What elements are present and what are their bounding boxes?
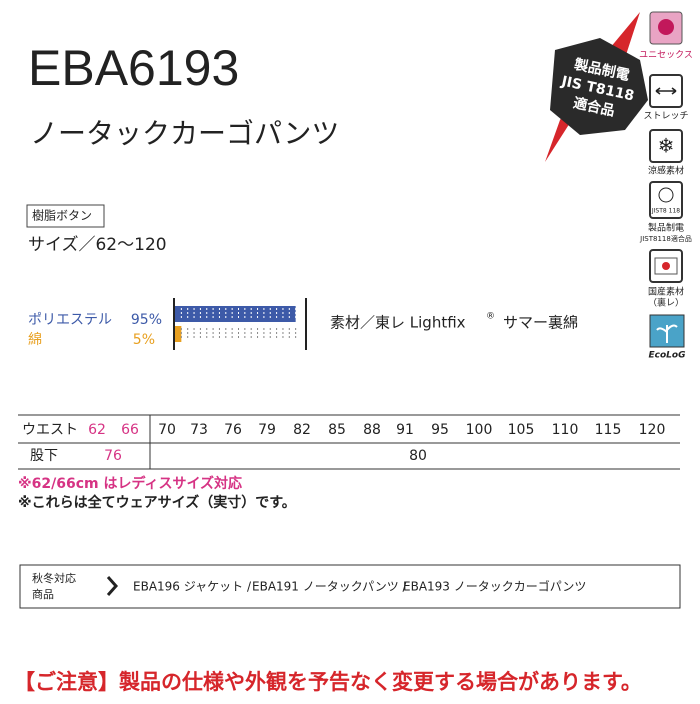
tag: 樹脂ボタン (32, 208, 92, 223)
icon-label: EcoLoG (649, 351, 686, 361)
related-box (19, 564, 681, 609)
arrow (106, 576, 119, 596)
material-percent: 5% (133, 332, 155, 348)
product-code: EBA6193 (28, 40, 239, 96)
waist-size: 100 (466, 422, 493, 438)
waist-size: 115 (595, 422, 622, 438)
waist-size: 91 (396, 422, 414, 438)
product-name: ノータックカーゴパンツ (30, 117, 339, 150)
waist-size: 73 (190, 422, 208, 438)
badge-shape (550, 38, 648, 135)
fabric-mark: ® (486, 312, 495, 322)
icons: ユニセックス ストレッチ ❄ 涼感素材 JIST8 118 製品制電 JIST8… (639, 11, 693, 361)
icon-label: 国産素材 (648, 286, 684, 298)
inseam: 80 (409, 448, 427, 464)
related-item: EBA191 ノータックパンツ / (252, 580, 408, 594)
material-name: 綿 (28, 332, 42, 348)
material-name: ポリエステル (28, 312, 112, 328)
row-label: 股下 (30, 448, 58, 464)
badge: 製品制電 JIS T8118 適合品 (545, 12, 648, 162)
material-bar (175, 326, 182, 342)
waist-size: 88 (363, 422, 381, 438)
ladies-size: 66 (121, 422, 139, 438)
related-item: EBA196 ジャケット / (133, 580, 252, 594)
icon-glyph: ❄ (658, 134, 675, 158)
waist-size: 76 (224, 422, 242, 438)
material-percent: 95% (131, 312, 162, 328)
waist-size: 105 (508, 422, 535, 438)
icon (649, 129, 683, 163)
note: ※62/66cm はレディスサイズ対応 (18, 475, 242, 492)
waist-size: 79 (258, 422, 276, 438)
fabric: 素材／東レ Lightfix (330, 314, 466, 332)
size-range: サイズ／62〜120 (28, 235, 167, 255)
waist-size: 110 (552, 422, 579, 438)
icon-glyph (658, 19, 674, 35)
ladies-inseam: 76 (104, 448, 122, 464)
icon-glyph (656, 324, 678, 343)
waist-size: 85 (328, 422, 346, 438)
icon-label: 製品制電 (648, 222, 684, 234)
related-label: 秋冬対応 (32, 571, 76, 585)
icon-glyph (655, 87, 677, 95)
waist-size: 120 (639, 422, 666, 438)
row-label: ウエスト (22, 422, 78, 438)
icon-label: 涼感素材 (648, 165, 684, 177)
waist-size: 70 (158, 422, 176, 438)
icon-label: JIST8118適合品 (639, 234, 692, 243)
fabric-lining: サマー裏綿 (503, 314, 578, 332)
material-bar (175, 306, 296, 322)
ladies-size: 62 (88, 422, 106, 438)
icon-glyph (662, 262, 670, 270)
warning: 【ご注意】製品の仕様や外観を予告なく変更する場合があります。 (14, 670, 642, 694)
icon-label: （裏レ） (648, 297, 684, 309)
waist-size: 95 (431, 422, 449, 438)
related-item: EBA193 ノータックカーゴパンツ (403, 579, 586, 594)
icon-glyph (658, 187, 674, 203)
note: ※これらは全てウェアサイズ（実寸）です。 (18, 494, 296, 511)
icon-label: ストレッチ (643, 111, 688, 122)
waist-size: 82 (293, 422, 311, 438)
related-label: 商品 (32, 587, 54, 601)
icon (649, 181, 683, 219)
icon-label: ユニセックス (639, 50, 693, 61)
tag-box (26, 204, 105, 228)
icon-symbol: JIST8 118 (651, 208, 680, 215)
